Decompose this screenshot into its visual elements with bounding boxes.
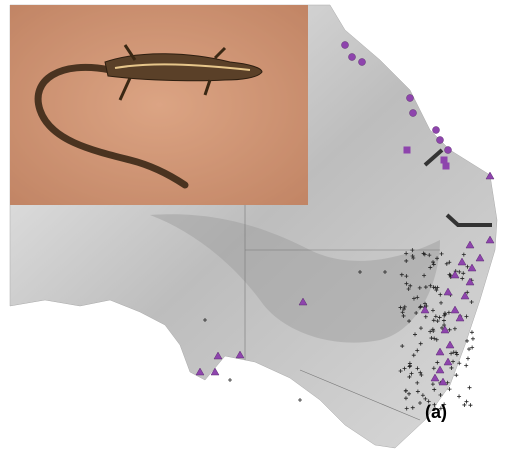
marker	[441, 157, 448, 164]
marker	[465, 400, 469, 404]
marker	[437, 137, 444, 144]
marker	[445, 147, 452, 154]
marker	[457, 394, 461, 398]
marker	[468, 403, 472, 407]
marker	[342, 42, 349, 49]
marker	[462, 403, 466, 407]
marker	[298, 398, 302, 402]
panel-label: (a)	[425, 402, 447, 422]
marker	[404, 147, 411, 154]
marker	[407, 95, 414, 102]
marker	[466, 356, 470, 360]
marker	[454, 373, 458, 377]
marker	[464, 363, 468, 367]
figure: (a)	[0, 0, 506, 460]
marker	[443, 163, 450, 170]
marker	[433, 127, 440, 134]
marker	[470, 330, 474, 334]
marker	[349, 54, 356, 61]
marker	[471, 337, 475, 341]
marker	[359, 59, 366, 66]
photo-inset	[10, 5, 308, 205]
marker	[228, 378, 232, 382]
marker	[468, 386, 472, 390]
marker	[410, 110, 417, 117]
